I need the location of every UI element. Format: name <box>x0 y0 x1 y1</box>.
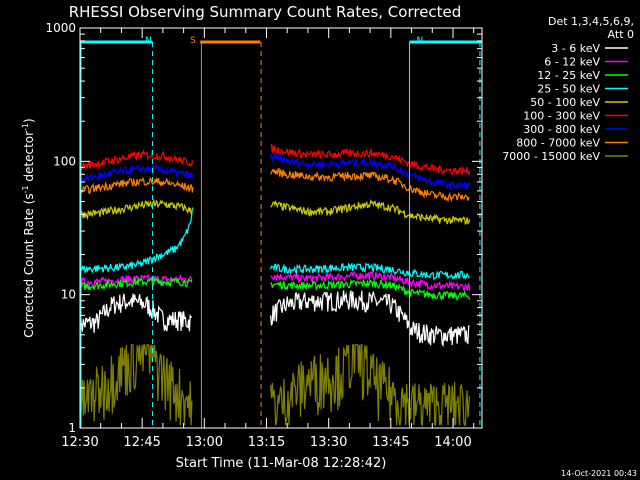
series-line <box>270 290 470 348</box>
x-tick-label: 12:30 <box>61 435 98 450</box>
series-25-50keV <box>79 207 470 281</box>
x-axis-label: Start Time (11-Mar-08 12:28:42) <box>176 456 387 471</box>
x-tick-label: 13:15 <box>248 435 285 450</box>
y-tick-label: 1000 <box>45 21 76 35</box>
series-line <box>79 207 194 274</box>
series-line <box>270 278 471 302</box>
series-100-300keV <box>79 144 471 176</box>
series-line <box>79 276 193 292</box>
series-50-100keV <box>79 198 471 226</box>
plot-frame <box>79 27 483 429</box>
x-tick-label: 13:30 <box>310 435 347 450</box>
series-line <box>270 199 471 226</box>
detector-label: Det 1,3,4,5,6,9, <box>548 15 634 28</box>
x-tick-label: 13:45 <box>372 435 409 450</box>
legend-label: 12 - 25 keV <box>537 69 600 82</box>
series-line <box>79 148 194 172</box>
series-line <box>79 344 193 426</box>
series-line <box>79 293 193 336</box>
footer-timestamp: 14-Oct-2021 00:43 <box>561 469 637 478</box>
series-line <box>270 167 470 203</box>
series-line <box>270 144 471 176</box>
series-line <box>270 270 471 291</box>
y-tick-label: 100 <box>53 154 76 168</box>
series-line <box>79 164 194 184</box>
series-line <box>79 176 194 194</box>
flag-label: N <box>145 36 152 46</box>
y-axis-label: Corrected Count Rate (s-1 detector-1) <box>21 118 36 337</box>
y-tick-label: 1 <box>68 421 76 435</box>
legend-label: 25 - 50 keV <box>537 83 600 96</box>
series-300-800keV <box>79 153 471 190</box>
x-tick-label: 12:45 <box>123 435 160 450</box>
x-tick-label: 13:00 <box>186 435 223 450</box>
legend-label: 100 - 300 keV <box>523 110 600 123</box>
series-800-7000keV <box>79 167 470 203</box>
series-7000-15000keV <box>79 344 471 427</box>
series-6-12keV <box>79 270 471 291</box>
series-line <box>270 153 471 190</box>
plot-area: N N S 1 10 100 1000 12:30 12:45 13:00 13:15 13:30 1… <box>45 21 483 450</box>
legend-label: 6 - 12 keV <box>544 56 600 69</box>
x-tick-label: 14:00 <box>434 435 471 450</box>
chart-title: RHESSI Observing Summary Count Rates, Co… <box>69 3 462 21</box>
legend-label: 300 - 800 keV <box>523 123 600 136</box>
flag-label: N <box>416 36 423 46</box>
legend-label: 7000 - 15000 keV <box>502 150 600 163</box>
legend-label: 50 - 100 keV <box>530 96 600 109</box>
attenuator-label: Att 0 <box>608 28 634 41</box>
flag-label: S <box>190 36 196 46</box>
series-line <box>270 344 471 427</box>
series-line <box>79 273 193 288</box>
y-tick-label: 10 <box>61 288 76 302</box>
series-12-25keV <box>79 276 471 302</box>
legend-label: 800 - 7000 keV <box>516 137 600 150</box>
series-line <box>79 198 193 221</box>
legend-label: 3 - 6 keV <box>551 42 600 55</box>
series-line <box>270 262 470 281</box>
series-3-6keV <box>79 290 470 348</box>
